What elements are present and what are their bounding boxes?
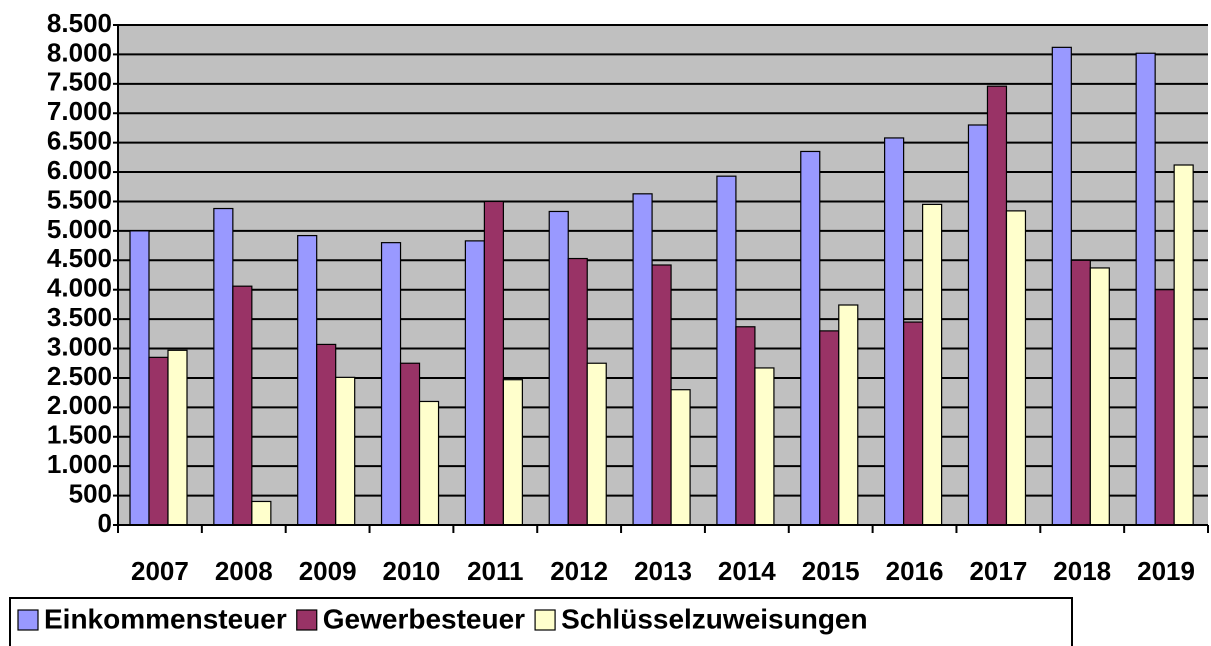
legend-label: Einkommensteuer: [44, 603, 287, 634]
bar: [716, 175, 737, 526]
legend-swatch: [17, 609, 39, 631]
x-tick-label: 2016: [886, 556, 944, 586]
bar: [800, 150, 821, 526]
y-tick-label: 7.000: [47, 96, 112, 126]
bar: [670, 389, 691, 526]
bar: [129, 230, 150, 526]
bar: [1135, 52, 1156, 526]
legend-swatch: [534, 609, 556, 631]
y-tick-label: 7.500: [47, 67, 112, 97]
bar: [819, 330, 840, 526]
y-tick-label: 0: [98, 508, 112, 538]
y-tick-label: 6.500: [47, 126, 112, 156]
y-tick-label: 1.500: [47, 420, 112, 450]
y-tick-label: 5.500: [47, 184, 112, 214]
x-tick-label: 2008: [215, 556, 273, 586]
bar: [632, 193, 653, 526]
bar: [380, 242, 402, 526]
bar: [464, 240, 485, 526]
y-tick-label: 1.000: [47, 449, 112, 479]
bar: [838, 304, 859, 526]
bar: [986, 85, 1008, 526]
bar: [567, 257, 588, 526]
bar: [1154, 289, 1175, 526]
bar: [1089, 267, 1110, 526]
bar: [651, 264, 672, 526]
bar: [586, 362, 607, 526]
bar: [754, 367, 775, 526]
x-tick-label: 2012: [550, 556, 608, 586]
bar: [316, 343, 337, 526]
bar: [1005, 210, 1027, 526]
y-tick-label: 4.000: [47, 273, 112, 303]
x-tick-label: 2013: [634, 556, 692, 586]
bar: [213, 207, 234, 526]
y-tick-label: 6.000: [47, 155, 112, 185]
x-tick-label: 2007: [131, 556, 189, 586]
y-tick-label: 2.000: [47, 390, 112, 420]
bar: [1051, 46, 1072, 526]
bar: [1173, 164, 1194, 526]
y-tick-label: 4.500: [47, 243, 112, 273]
x-tick-label: 2009: [299, 556, 357, 586]
x-tick-label: 2018: [1053, 556, 1111, 586]
legend-box: [9, 597, 1073, 646]
bar: [967, 124, 989, 526]
y-tick-label: 8.500: [47, 8, 112, 38]
y-tick-label: 5.000: [47, 214, 112, 244]
bar: [735, 326, 756, 526]
x-tick-label: 2015: [802, 556, 860, 586]
legend-label: Schlüsselzuweisungen: [561, 603, 868, 634]
bar: [297, 234, 318, 526]
bar: [335, 376, 356, 526]
y-tick-label: 3.500: [47, 302, 112, 332]
bar: [903, 321, 924, 526]
bar: [548, 210, 569, 526]
y-tick-label: 3.000: [47, 331, 112, 361]
bar: [483, 200, 504, 526]
bar: [418, 400, 440, 526]
bar: [1070, 259, 1091, 526]
x-tick-label: 2010: [383, 556, 441, 586]
bar: [884, 137, 905, 526]
bar: [232, 285, 253, 526]
bar: [502, 379, 523, 526]
y-tick-label: 500: [69, 478, 112, 508]
bar: [148, 356, 169, 526]
bar: [251, 500, 272, 526]
x-tick-label: 2019: [1137, 556, 1195, 586]
x-tick-label: 2017: [969, 556, 1027, 586]
y-tick-label: 8.000: [47, 37, 112, 67]
bar: [922, 203, 943, 526]
legend-swatch: [296, 609, 318, 631]
x-tick-label: 2014: [718, 556, 776, 586]
bar: [167, 349, 188, 526]
x-tick-label: 2011: [467, 556, 523, 586]
legend-label: Gewerbesteuer: [323, 603, 525, 634]
bar: [399, 362, 421, 526]
y-tick-label: 2.500: [47, 361, 112, 391]
